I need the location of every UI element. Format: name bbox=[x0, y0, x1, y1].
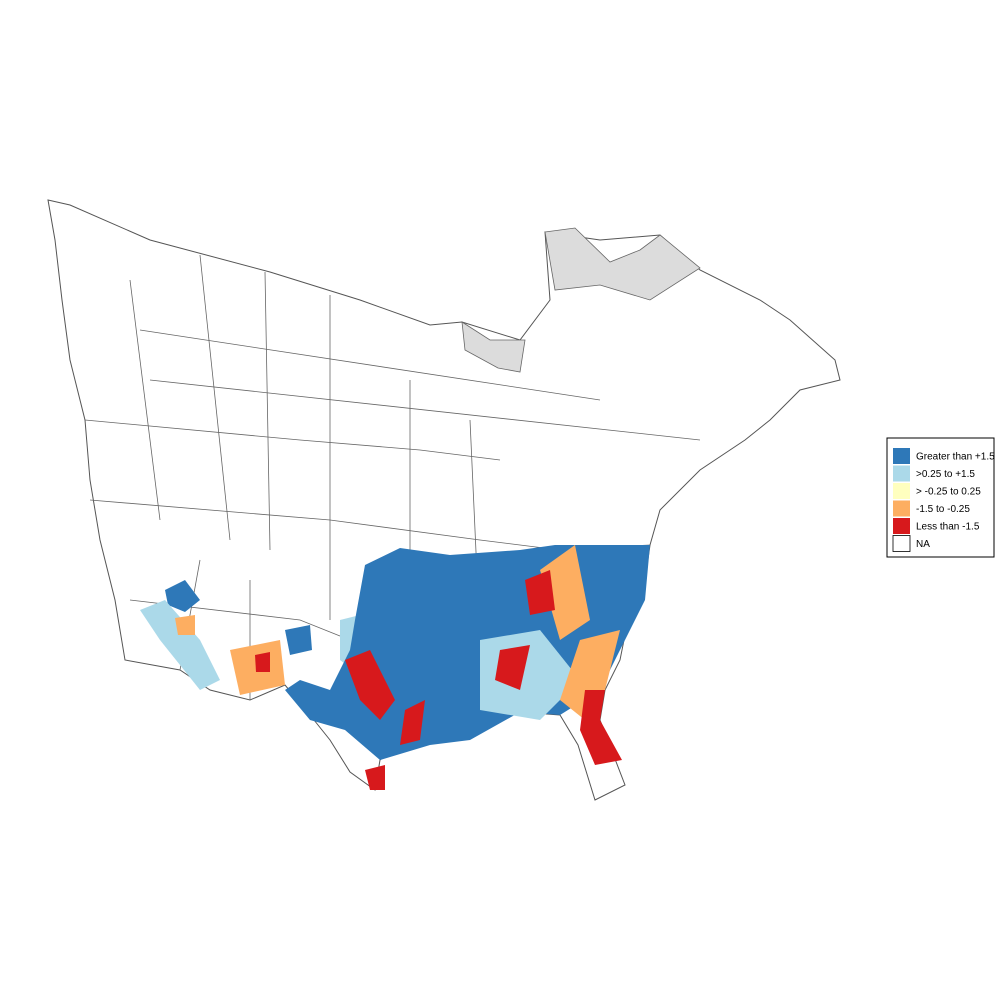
region-fill bbox=[525, 570, 555, 615]
legend-label: Greater than +1.5 bbox=[916, 452, 995, 463]
legend: Greater than +1.5 >0.25 to +1.5 > -0.25 to… bbox=[886, 437, 995, 558]
region-fill bbox=[400, 700, 425, 745]
region-fill bbox=[285, 625, 312, 655]
legend-label: -1.5 to -0.25 bbox=[916, 504, 970, 515]
region-fill bbox=[345, 650, 395, 720]
values-layer bbox=[140, 545, 650, 790]
legend-swatch bbox=[893, 465, 910, 482]
legend-label: Less than -1.5 bbox=[916, 522, 980, 533]
region-fill bbox=[560, 630, 620, 720]
region-fill bbox=[175, 615, 195, 635]
region-fill bbox=[365, 765, 385, 790]
region-fill bbox=[255, 652, 270, 672]
region-fill bbox=[140, 600, 220, 690]
region-fill bbox=[495, 645, 530, 690]
legend-swatch bbox=[893, 500, 910, 517]
region-fill bbox=[580, 690, 622, 765]
na-region bbox=[461, 321, 526, 373]
legend-swatch bbox=[892, 535, 911, 552]
legend-label: > -0.25 to 0.25 bbox=[916, 487, 981, 498]
legend-swatch bbox=[893, 483, 910, 499]
legend-label: NA bbox=[916, 539, 930, 550]
region-fill bbox=[165, 580, 200, 612]
legend-swatch bbox=[893, 518, 910, 534]
region-fill bbox=[540, 545, 590, 640]
legend-label: >0.25 to +1.5 bbox=[916, 469, 975, 480]
legend-swatch bbox=[893, 448, 910, 464]
na-region bbox=[544, 227, 701, 301]
